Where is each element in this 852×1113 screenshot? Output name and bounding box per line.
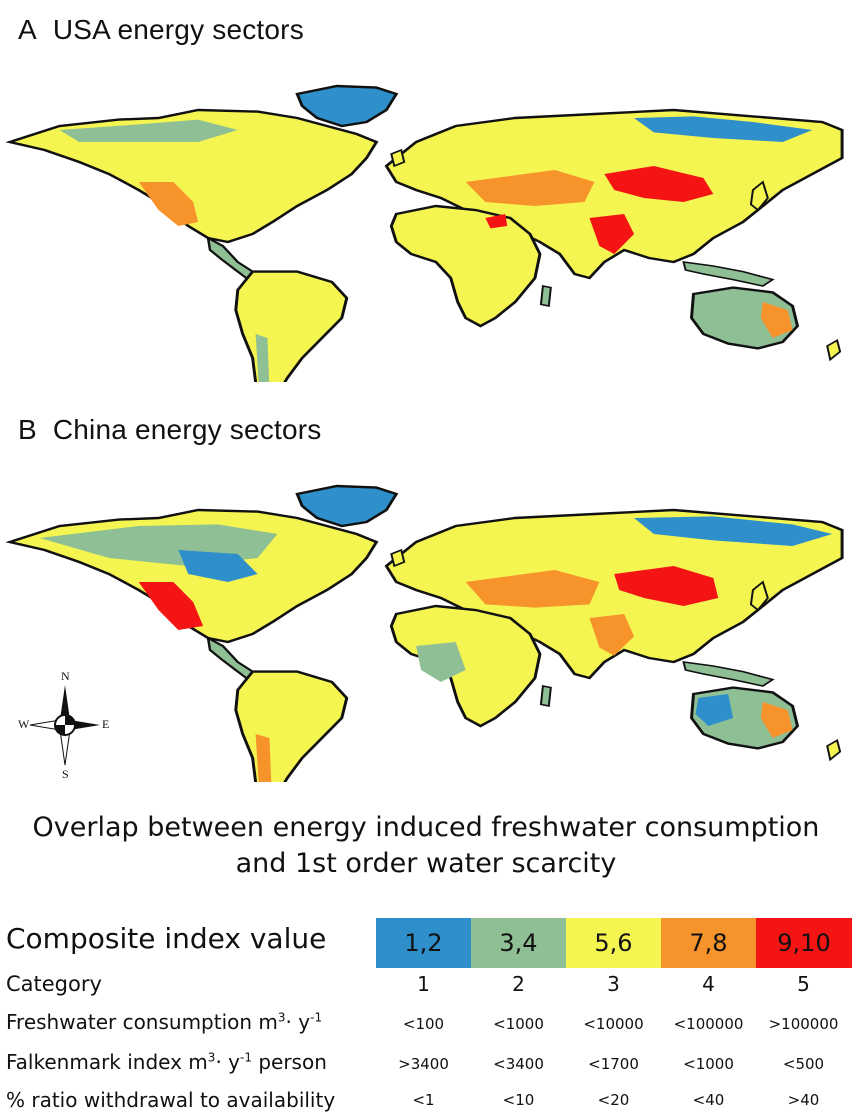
falkenmark-3: <1700 [588, 1055, 639, 1073]
map-panel-b [0, 462, 852, 782]
panel-a-title-text: USA energy sectors [52, 14, 304, 45]
siberia-blue-a [634, 116, 813, 142]
china-hotspot-b [614, 566, 719, 606]
us-southwest-red-b [138, 582, 204, 630]
consumption-5: >100000 [768, 1015, 839, 1033]
ratio-label: % ratio withdrawal to availability [6, 1088, 336, 1112]
legend: Composite index value 1,2 3,4 5,6 7,8 9,… [0, 918, 852, 1112]
canada-blue-b [178, 550, 258, 582]
falkenmark-label-sup2: -1 [240, 1050, 252, 1065]
india-hotspot-b [589, 614, 635, 656]
andes-orange-b [255, 734, 272, 782]
ratio-3: <20 [597, 1091, 630, 1109]
compass-w: W [18, 717, 30, 731]
category-2: 2 [512, 972, 525, 996]
world-map-b [8, 484, 844, 782]
swatch-1: 1,2 [376, 918, 471, 968]
panel-b-letter: B [18, 414, 37, 445]
falkenmark-label-mid: · y [215, 1050, 240, 1074]
canada-teal-a [59, 119, 238, 142]
ratio-2: <10 [502, 1091, 535, 1109]
australia-blue-b [695, 694, 734, 726]
consumption-3: <10000 [583, 1015, 644, 1033]
swatch-4: 7,8 [661, 918, 756, 968]
consumption-label-sup2: -1 [310, 1010, 323, 1025]
map-panel-a [0, 62, 852, 382]
overlap-title-line1: Overlap between energy induced freshwate… [32, 812, 820, 843]
mideast-orange-a [465, 170, 595, 206]
category-4: 4 [702, 972, 715, 996]
consumption-4: <100000 [673, 1015, 744, 1033]
ratio-1: <1 [412, 1091, 435, 1109]
falkenmark-5: <500 [782, 1055, 825, 1073]
falkenmark-2: <3400 [493, 1055, 544, 1073]
overlap-title: Overlap between energy induced freshwate… [0, 810, 852, 882]
australia-east-orange-a [760, 302, 793, 338]
andes-teal-a [255, 334, 270, 382]
panel-b-title: B China energy sectors [18, 414, 321, 446]
compass-n: N [61, 669, 70, 683]
falkenmark-label: Falkenmark index m3· y-1 person [6, 1050, 327, 1074]
swatch-5: 9,10 [756, 918, 852, 968]
us-southwest-orange-a [138, 182, 199, 226]
panel-b-title-text: China energy sectors [52, 414, 322, 445]
panel-a-letter: A [18, 14, 37, 45]
mideast-orange-b [465, 570, 600, 608]
category-label: Category [6, 972, 102, 996]
falkenmark-label-sup1: 3 [207, 1050, 216, 1065]
falkenmark-1: >3400 [398, 1055, 449, 1073]
consumption-1: <100 [402, 1015, 445, 1033]
compass-s: S [62, 767, 69, 781]
ratio-4: <40 [692, 1091, 725, 1109]
falkenmark-label-base: Falkenmark index m [6, 1050, 208, 1074]
category-3: 3 [607, 972, 620, 996]
siberia-blue-b [634, 516, 833, 546]
india-hotspot-a [589, 214, 635, 254]
category-5: 5 [797, 972, 810, 996]
consumption-2: <1000 [493, 1015, 544, 1033]
compass-e: E [102, 717, 110, 731]
freshwater-consumption-label: Freshwater consumption m3· y-1 [6, 1010, 322, 1034]
composite-index-label: Composite index value [6, 922, 327, 955]
china-hotspot-a [604, 166, 714, 202]
sahara-red-a [485, 214, 508, 229]
falkenmark-label-tail: person [251, 1050, 327, 1074]
panel-a-title: A USA energy sectors [18, 14, 304, 46]
africa-teal-b [416, 642, 466, 682]
compass-rose: N S W E [18, 669, 110, 781]
ratio-5: >40 [787, 1091, 820, 1109]
compass-icon [29, 685, 100, 766]
world-map-a [8, 84, 844, 382]
australia-east-orange-b [760, 702, 793, 738]
overlap-title-line2: and 1st order water scarcity [235, 848, 617, 879]
swatch-3: 5,6 [566, 918, 661, 968]
category-1: 1 [417, 972, 430, 996]
consumption-label-mid: · y [285, 1010, 311, 1034]
consumption-label-sup1: 3 [277, 1010, 286, 1025]
swatch-2: 3,4 [471, 918, 566, 968]
falkenmark-4: <1000 [683, 1055, 734, 1073]
consumption-label-base: Freshwater consumption m [6, 1010, 278, 1034]
